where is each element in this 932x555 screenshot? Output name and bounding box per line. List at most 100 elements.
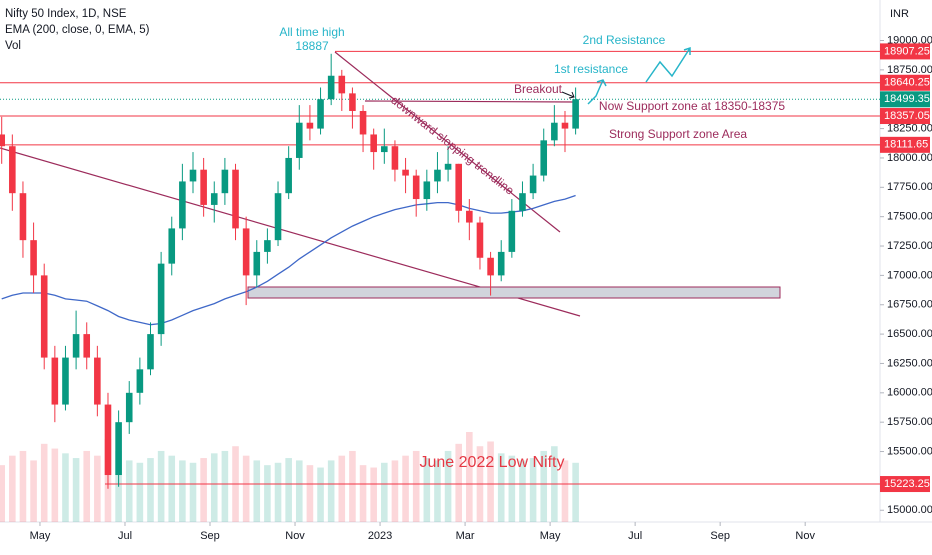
annotation: Strong Support zone Area (609, 127, 747, 141)
volume-bar (125, 460, 133, 522)
breakout-line (364, 100, 576, 103)
candle-body (466, 210, 473, 223)
candle-body (508, 210, 516, 252)
volume-bar (253, 460, 261, 522)
level-label-box (880, 43, 930, 60)
volume-bar (147, 458, 154, 522)
volume-bar (423, 458, 431, 522)
ema-line (1, 194, 576, 326)
volume-bar (391, 460, 399, 522)
candle-body (19, 193, 27, 241)
y-tick-label: 17750.00 (887, 181, 932, 193)
y-tick-label: 16000.00 (887, 387, 932, 399)
volume-bar (9, 455, 16, 522)
volume-bar (359, 465, 367, 522)
last-price-box (880, 91, 930, 108)
volume-bar (242, 455, 250, 522)
volume-bar (221, 450, 229, 522)
level-label-box (880, 74, 930, 91)
candle-body (72, 334, 80, 358)
volume-bar (30, 460, 37, 522)
volume-bar (200, 458, 207, 522)
volume-bar (455, 443, 462, 522)
candle-body (295, 122, 303, 158)
volume-bar (529, 458, 537, 522)
volume-bar (434, 460, 441, 522)
candle-body (242, 228, 250, 276)
breakout-arrow (561, 91, 575, 99)
y-tick-label: 18250.00 (887, 122, 932, 134)
x-tick-label: Jul (118, 530, 132, 542)
level-label: 18640.25 (884, 77, 930, 89)
volume-bar (72, 458, 80, 522)
volume-bar (349, 450, 356, 522)
candle-body (0, 134, 5, 147)
candle-body (30, 240, 37, 276)
support-zone-box (247, 286, 781, 299)
candle-body (264, 240, 271, 252)
volume-bar (327, 460, 335, 522)
chart-title: Nifty 50 Index, 1D, NSE (5, 8, 127, 20)
x-tick-label: Nov (285, 530, 305, 542)
candle-body (497, 251, 505, 276)
annotation: 2nd Resistance (583, 33, 666, 47)
volume-bar (561, 460, 569, 522)
candle-body (349, 93, 356, 111)
volume-bar (402, 455, 409, 522)
x-tick-label: Mar (456, 530, 475, 542)
annotation: Breakout (514, 82, 563, 96)
annotation: 18887 (295, 39, 329, 53)
volume-bar (264, 465, 271, 522)
volume-bar (497, 453, 505, 522)
candle-body (285, 157, 292, 194)
candle-body (210, 193, 218, 205)
x-tick-label: May (540, 530, 561, 542)
volume-bar (466, 432, 473, 522)
y-tick-label: 15500.00 (887, 445, 932, 457)
volume-bar (189, 462, 197, 522)
y-tick-label: 15000.00 (887, 504, 932, 516)
indicator-label: EMA (200, close, 0, EMA, 5) (5, 24, 150, 36)
candle-body (200, 169, 207, 205)
volume-bar (306, 465, 314, 522)
volume-bar (295, 460, 303, 522)
candle-body (104, 404, 112, 476)
y-tick-label: 16250.00 (887, 357, 932, 369)
candle-body (540, 140, 548, 176)
level-label-box (880, 476, 930, 493)
level-label: 18357.05 (884, 110, 930, 122)
candle-body (338, 75, 346, 94)
candle-body (9, 146, 16, 194)
candle-body (572, 99, 579, 129)
candle-body (221, 169, 229, 194)
volume-bar (444, 450, 452, 522)
y-tick-label: 16750.00 (887, 299, 932, 311)
candle-body (402, 169, 409, 176)
candle-body (412, 175, 420, 200)
candle-body (168, 228, 176, 264)
candle-body (179, 181, 186, 229)
candle-body (157, 263, 165, 335)
candle-body (115, 422, 122, 476)
candle-body (519, 193, 526, 211)
y-tick-label: 18750.00 (887, 64, 932, 76)
volume-bar (370, 467, 377, 522)
x-tick-label: Sep (200, 530, 220, 542)
x-tick-label: Jul (628, 530, 642, 542)
candle-body (370, 134, 377, 153)
volume-bar (62, 453, 69, 522)
volume-bar (572, 462, 579, 522)
volume-bar (19, 450, 27, 522)
level-label-box (880, 108, 930, 125)
candle-body (62, 357, 69, 405)
candle-body (232, 169, 239, 229)
volume-bar (179, 460, 186, 522)
candle-body (455, 163, 462, 211)
volume-bar (168, 455, 176, 522)
volume-bar (317, 467, 324, 522)
axis-layer: 19000.0018750.0018250.0018000.0017750.00… (30, 34, 932, 541)
volume-bar (338, 455, 346, 522)
level-label: 18907.25 (884, 45, 930, 57)
candle-body (83, 334, 91, 358)
